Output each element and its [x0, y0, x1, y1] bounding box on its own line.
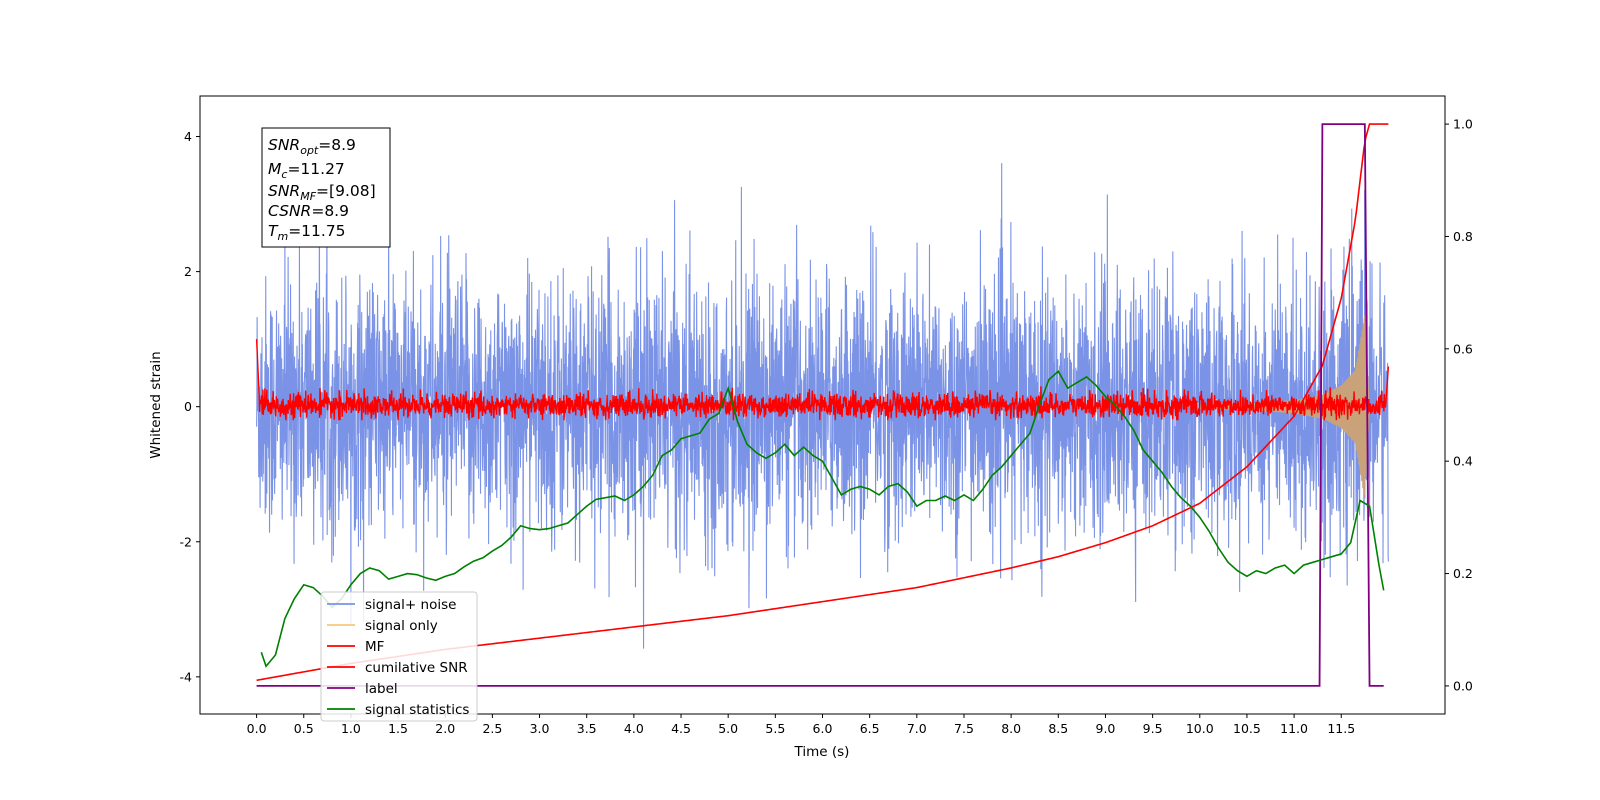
y2-tick-label: 0.2 — [1453, 566, 1473, 581]
x-tick-label: 6.0 — [813, 721, 833, 736]
annotation-snr-opt: SNRopt=8.9 — [268, 136, 356, 157]
x-tick-label: 1.5 — [388, 721, 408, 736]
legend-entry-signal-noise: signal+ noise — [327, 597, 456, 613]
series-mf — [255, 339, 1390, 421]
legend-label-label: label — [365, 681, 398, 697]
legend-entry-mf: MF — [327, 639, 384, 655]
x-tick-label: 9.5 — [1143, 721, 1163, 736]
x-tick-label: 1.0 — [341, 721, 361, 736]
y-tick-label: -2 — [180, 534, 192, 549]
y-tick-label: 2 — [184, 264, 192, 279]
legend-label-cumulative-snr: cumilative SNR — [365, 660, 468, 676]
legend-label-mf: MF — [365, 639, 384, 655]
x-tick-label: 2.5 — [482, 721, 502, 736]
x-tick-label: 0.5 — [294, 721, 314, 736]
y-axis-label: Whitened strain — [148, 351, 164, 458]
x-tick-label: 5.5 — [765, 721, 785, 736]
x-tick-label: 10.0 — [1186, 721, 1214, 736]
annotation-box: SNRopt=8.9 Mc=11.27 SNRMF=[9.08] CSNR=8.… — [261, 127, 391, 248]
x-tick-label: 4.0 — [624, 721, 644, 736]
series-signal-statistics — [260, 370, 1385, 668]
x-tick-label: 11.0 — [1280, 721, 1308, 736]
x-tick-label: 4.5 — [671, 721, 691, 736]
legend-entry-signal-only: signal only — [327, 618, 438, 634]
annotation-mc: Mc=11.27 — [268, 160, 345, 181]
x-tick-label: 7.5 — [954, 721, 974, 736]
legend-entry-cumulative-snr: cumilative SNR — [327, 660, 468, 676]
x-tick-label: 0.0 — [247, 721, 267, 736]
annotation-csnr: CSNR=8.9 — [268, 202, 349, 220]
x-tick-label: 3.5 — [577, 721, 597, 736]
y-tick-label: 4 — [184, 129, 192, 144]
annotation-tm: Tm=11.75 — [268, 222, 346, 243]
legend-frame — [320, 591, 478, 722]
legend-label-signal-noise: signal+ noise — [365, 597, 456, 613]
y2-tick-label: 0.0 — [1453, 678, 1473, 693]
x-tick-label: 6.5 — [860, 721, 880, 736]
annotation-frame — [261, 127, 391, 248]
legend-entry-signal-statistics: signal statistics — [327, 702, 469, 718]
legend: signal+ noise signal only MF cumilative … — [320, 591, 478, 722]
x-tick-label: 8.0 — [1001, 721, 1021, 736]
x-tick-label: 11.5 — [1327, 721, 1355, 736]
series-label — [256, 123, 1384, 687]
y-tick-label: -4 — [180, 669, 193, 684]
legend-label-signal-statistics: signal statistics — [365, 702, 469, 718]
y2-tick-label: 0.4 — [1453, 454, 1473, 469]
legend-label-signal-only: signal only — [365, 618, 438, 634]
x-tick-label: 8.5 — [1048, 721, 1068, 736]
y-tick-label: 0 — [184, 399, 192, 414]
series-signal-noise — [256, 163, 1389, 649]
x-tick-label: 7.0 — [907, 721, 927, 736]
x-tick-label: 10.5 — [1233, 721, 1261, 736]
x-tick-label: 3.0 — [530, 721, 550, 736]
annotation-snr-mf: SNRMF=[9.08] — [268, 182, 376, 203]
x-tick-label: 2.0 — [435, 721, 455, 736]
axis-ticks: 0.0 0.5 1.0 1.5 2.0 2.5 3.0 3.5 4.0 4.5 5.0 5.5 6.0 6… — [180, 117, 1473, 736]
y2-tick-label: 0.8 — [1453, 229, 1473, 244]
legend-entry-label: label — [327, 681, 398, 697]
y2-tick-label: 0.6 — [1453, 341, 1473, 356]
x-tick-label: 9.0 — [1096, 721, 1116, 736]
y2-tick-label: 1.0 — [1453, 117, 1473, 132]
x-tick-label: 5.0 — [718, 721, 738, 736]
x-axis-label: Time (s) — [794, 744, 850, 760]
